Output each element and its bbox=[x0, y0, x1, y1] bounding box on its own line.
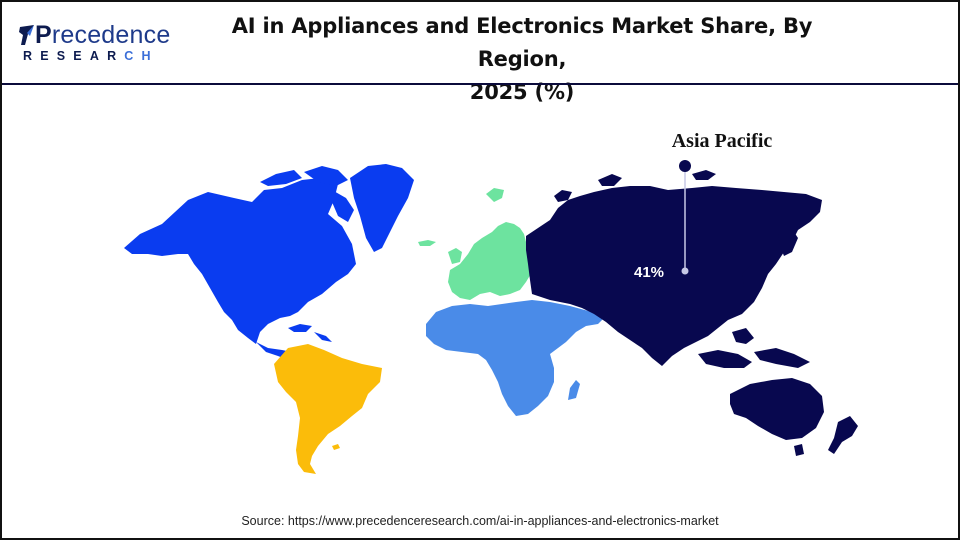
callout-value-dot bbox=[681, 267, 689, 275]
header: Precedence RESEARCH AI in Appliances and… bbox=[2, 2, 958, 104]
chart-title: AI in Appliances and Electronics Market … bbox=[192, 10, 852, 109]
region-latin-america[interactable] bbox=[274, 344, 382, 474]
logo-sub-main: RESEAR bbox=[23, 49, 125, 63]
world-map bbox=[2, 86, 958, 506]
world-map-svg bbox=[124, 160, 858, 474]
logo-subtitle: RESEARCH bbox=[23, 49, 159, 63]
asia-pacific-value-label: 41% bbox=[634, 264, 665, 281]
region-north-america[interactable] bbox=[124, 164, 414, 360]
region-asia-pacific[interactable] bbox=[526, 170, 858, 456]
logo-word-rest: recedence bbox=[51, 21, 171, 49]
logo-letter-p: P bbox=[35, 21, 52, 49]
logo-wordmark: Precedence bbox=[35, 22, 170, 48]
chart-title-line1: AI in Appliances and Electronics Market … bbox=[231, 14, 813, 71]
logo-arrow-icon bbox=[19, 25, 34, 45]
source-text: Source: https://www.precedenceresearch.c… bbox=[241, 514, 719, 528]
callout-region-label: Asia Pacific bbox=[671, 130, 773, 152]
region-middle-east-africa[interactable] bbox=[426, 300, 604, 416]
region-europe[interactable] bbox=[418, 188, 532, 300]
precedence-research-logo: Precedence RESEARCH bbox=[18, 22, 170, 66]
logo-sub-accent: CH bbox=[124, 49, 159, 63]
header-divider bbox=[2, 83, 958, 85]
callout-anchor-dot bbox=[679, 160, 691, 172]
